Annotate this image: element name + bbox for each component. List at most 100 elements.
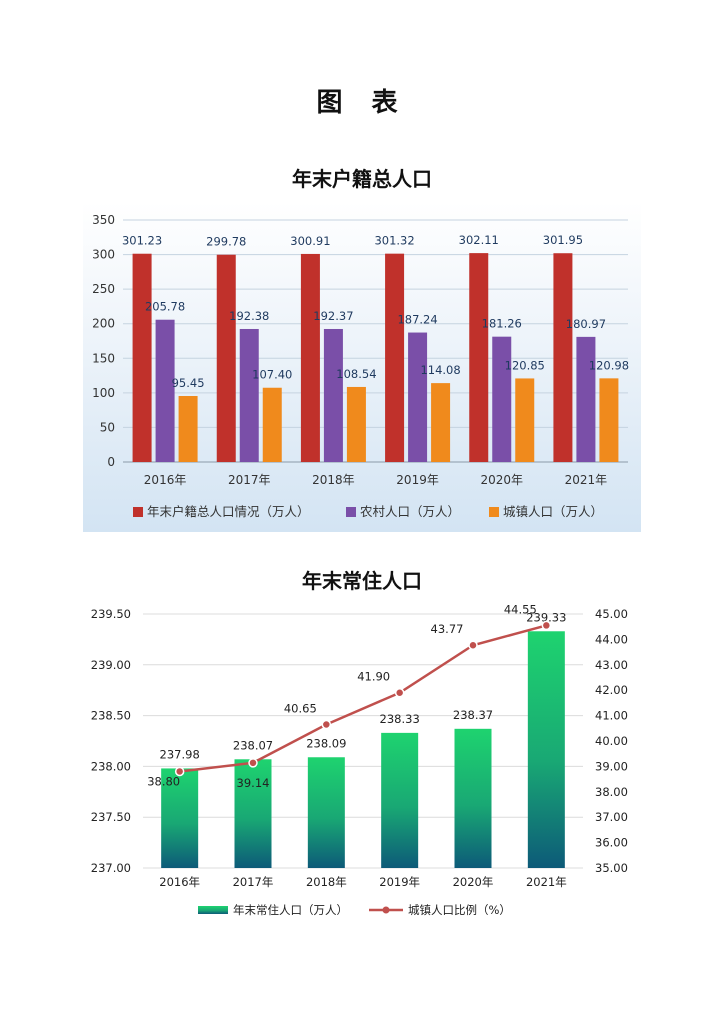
x-tick-label: 2021年 xyxy=(526,875,567,889)
line-point xyxy=(248,758,258,768)
bar xyxy=(155,319,175,462)
bar xyxy=(307,757,345,868)
legend-swatch xyxy=(489,507,499,517)
y-right-tick-label: 43.00 xyxy=(595,658,628,672)
line-data-label: 41.90 xyxy=(357,670,390,684)
data-label: 300.91 xyxy=(290,234,330,248)
x-tick-label: 2018年 xyxy=(306,875,347,889)
y-tick-label: 300 xyxy=(92,248,115,262)
bar-data-label: 238.33 xyxy=(380,712,420,726)
resident-population-svg: 237.00 237.50 238.00 238.50 239.00 239.50 35.0… xyxy=(91,602,628,917)
y-tick-label: 150 xyxy=(92,351,115,365)
bar-data-label: 238.37 xyxy=(453,708,493,722)
bar xyxy=(385,253,405,462)
x-tick-label: 2019年 xyxy=(379,875,420,889)
data-label: 301.23 xyxy=(122,234,162,248)
line-data-label: 43.77 xyxy=(431,622,464,636)
bar xyxy=(576,336,596,462)
bar xyxy=(408,332,428,462)
data-label: 107.40 xyxy=(252,368,292,382)
data-label: 180.97 xyxy=(566,317,606,331)
y-right-tick-label: 36.00 xyxy=(595,836,628,850)
bar xyxy=(492,336,512,462)
y-right-tick-label: 41.00 xyxy=(595,709,628,723)
legend-label: 农村人口（万人） xyxy=(360,504,460,519)
legend-swatch xyxy=(346,507,356,517)
y-left-tick-label: 238.50 xyxy=(91,709,131,723)
household-population-svg: 0 50 100 150 200 250 300 350 301.23 205.78 95.45 20… xyxy=(92,213,629,519)
line-point xyxy=(541,620,552,631)
legend-swatch-marker xyxy=(382,906,390,914)
bar xyxy=(300,253,320,462)
legend-label-line: 城镇人口比例（%） xyxy=(408,903,511,917)
data-label: 301.95 xyxy=(543,233,583,247)
line-data-label: 40.65 xyxy=(284,701,317,715)
y-left-tick-label: 238.00 xyxy=(91,759,131,773)
line-point xyxy=(321,719,332,730)
data-label: 120.85 xyxy=(505,358,545,372)
y-tick-label: 0 xyxy=(107,455,115,469)
line-point xyxy=(468,640,478,650)
bar xyxy=(381,732,419,868)
y-right-tick-label: 45.00 xyxy=(595,607,628,621)
bar xyxy=(454,728,492,868)
y-right-tick-label: 38.00 xyxy=(595,785,628,799)
bar xyxy=(132,253,152,462)
household-population-chart: 0 50 100 150 200 250 300 350 301.23 205.78 95.45 20… xyxy=(83,202,641,532)
legend-label: 城镇人口（万人） xyxy=(503,504,603,519)
y-left-tick-label: 237.00 xyxy=(91,861,131,875)
page-title: 图 表 xyxy=(316,88,408,118)
bar xyxy=(161,768,199,868)
legend-label: 年末户籍总人口情况（万人） xyxy=(147,504,310,519)
bar xyxy=(553,253,573,462)
line-data-label: 44.55 xyxy=(504,602,537,616)
x-tick-label: 2016年 xyxy=(144,473,187,487)
bar xyxy=(515,378,535,462)
bar xyxy=(323,328,343,462)
x-tick-label: 2017年 xyxy=(233,875,274,889)
bar-data-label: 237.98 xyxy=(160,747,200,761)
y-right-tick-label: 40.00 xyxy=(595,734,628,748)
y-right-tick-label: 37.00 xyxy=(595,810,628,824)
data-label: 192.37 xyxy=(313,309,353,323)
bar xyxy=(469,253,489,462)
y-tick-label: 50 xyxy=(100,420,115,434)
y-right-tick-label: 44.00 xyxy=(595,632,628,646)
line-point xyxy=(174,766,185,777)
x-tick-label: 2020年 xyxy=(453,875,494,889)
chart2-title: 年末常住人口 xyxy=(302,569,422,593)
legend-swatch-bar xyxy=(198,906,228,914)
resident-population-chart: 237.00 237.50 238.00 238.50 239.00 239.50 35.0… xyxy=(83,598,641,924)
line-point xyxy=(394,687,405,698)
x-tick-label: 2020年 xyxy=(480,473,523,487)
data-label: 181.26 xyxy=(482,317,522,331)
legend-label-bar: 年末常住人口（万人） xyxy=(233,903,348,917)
bar xyxy=(178,396,198,462)
bar xyxy=(527,631,565,868)
y-tick-label: 200 xyxy=(92,317,115,331)
x-tick-label: 2019年 xyxy=(396,473,439,487)
data-label: 187.24 xyxy=(397,313,437,327)
bar xyxy=(599,378,619,462)
bar xyxy=(431,383,451,462)
bar xyxy=(216,254,236,462)
data-label: 205.78 xyxy=(145,300,185,314)
y-tick-label: 250 xyxy=(92,282,115,296)
data-label: 302.11 xyxy=(459,233,499,247)
x-tick-label: 2018年 xyxy=(312,473,355,487)
bar-data-label: 238.07 xyxy=(233,738,273,752)
data-label: 120.98 xyxy=(589,358,629,372)
bar xyxy=(239,328,259,462)
data-label: 299.78 xyxy=(206,235,246,249)
series-line xyxy=(179,624,547,773)
line-data-label: 38.80 xyxy=(147,774,180,788)
x-tick-label: 2021年 xyxy=(565,473,608,487)
bar xyxy=(262,387,282,462)
y-left-tick-label: 239.50 xyxy=(91,607,131,621)
y-tick-label: 100 xyxy=(92,386,115,400)
data-label: 114.08 xyxy=(420,363,460,377)
x-tick-label: 2016年 xyxy=(159,875,200,889)
bar-data-label: 239.33 xyxy=(526,610,566,624)
bar xyxy=(234,759,272,868)
y-right-tick-label: 42.00 xyxy=(595,683,628,697)
